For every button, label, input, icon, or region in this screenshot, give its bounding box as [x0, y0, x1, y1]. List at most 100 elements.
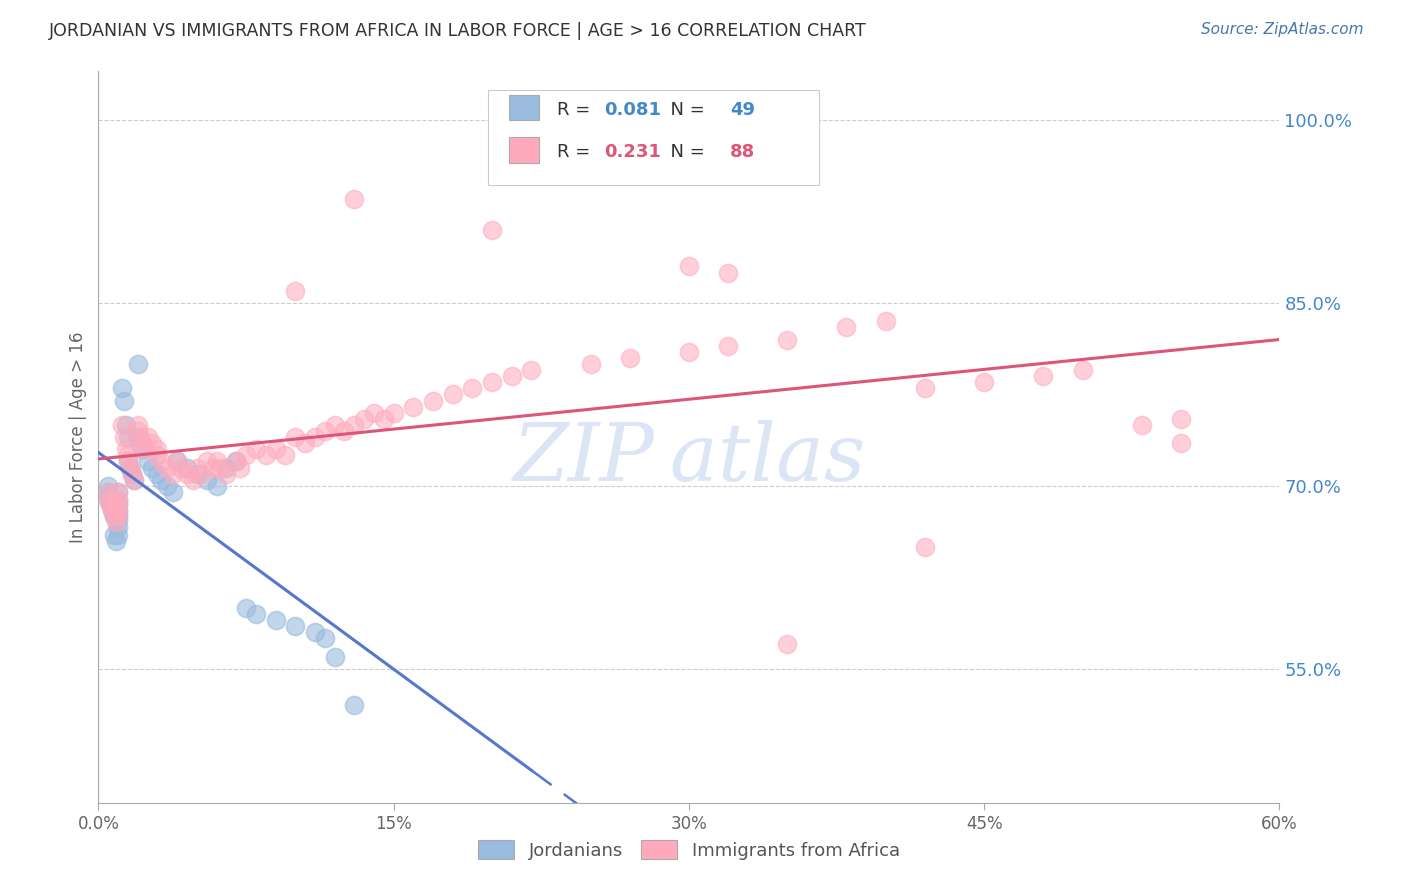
Point: [141, 460, 163, 475]
Point: [115, 417, 138, 432]
Text: ZIP atlas: ZIP atlas: [512, 420, 866, 498]
Point: [229, 460, 252, 475]
Point: [461, 381, 484, 395]
Point: [107, 493, 129, 508]
Point: [914, 540, 936, 554]
Point: [112, 393, 135, 408]
Point: [128, 430, 150, 444]
Point: [105, 533, 128, 548]
Point: [146, 467, 169, 481]
Point: [118, 460, 141, 475]
Point: [156, 460, 179, 475]
Point: [209, 460, 232, 475]
Point: [107, 520, 129, 534]
Point: [107, 497, 129, 511]
Point: [373, 412, 395, 426]
Point: [107, 503, 129, 517]
Point: [225, 454, 247, 468]
Point: [284, 284, 307, 298]
Legend: Jordanians, Immigrants from Africa: Jordanians, Immigrants from Africa: [471, 832, 907, 867]
Point: [107, 503, 129, 517]
Point: [422, 393, 444, 408]
Point: [304, 625, 326, 640]
Point: [107, 485, 129, 500]
Point: [127, 417, 149, 432]
Point: [323, 649, 346, 664]
Point: [520, 363, 543, 377]
Point: [176, 467, 198, 481]
Point: [294, 436, 316, 450]
Point: [441, 387, 464, 401]
Point: [117, 430, 139, 444]
Point: [105, 516, 128, 530]
Point: [333, 424, 356, 438]
Point: [101, 503, 124, 517]
Point: [103, 509, 125, 524]
Text: 0.081: 0.081: [605, 101, 661, 120]
Point: [181, 473, 204, 487]
Point: [150, 454, 173, 468]
Point: [186, 460, 208, 475]
Point: [162, 467, 184, 481]
Point: [717, 339, 740, 353]
Text: N =: N =: [659, 143, 711, 161]
Point: [162, 485, 184, 500]
Point: [579, 357, 602, 371]
Point: [678, 344, 700, 359]
Point: [1130, 417, 1153, 432]
Point: [107, 508, 129, 522]
Point: [264, 613, 287, 627]
Point: [776, 333, 799, 347]
Point: [186, 467, 208, 481]
Point: [146, 442, 169, 457]
Point: [205, 454, 228, 468]
Point: [215, 460, 238, 475]
Point: [501, 369, 523, 384]
Point: [117, 454, 139, 468]
Point: [107, 497, 129, 511]
Point: [481, 376, 503, 390]
Point: [128, 436, 150, 450]
Point: [190, 467, 212, 481]
Point: [201, 460, 224, 475]
Point: [115, 442, 138, 457]
Point: [215, 467, 238, 481]
Point: [363, 406, 385, 420]
Point: [875, 314, 897, 328]
Point: [107, 493, 129, 508]
Point: [112, 430, 135, 444]
Point: [107, 508, 129, 522]
Point: [103, 527, 125, 541]
Point: [127, 424, 149, 438]
Point: [245, 442, 267, 457]
Point: [205, 479, 228, 493]
Point: [353, 412, 375, 426]
FancyBboxPatch shape: [509, 95, 538, 120]
Point: [127, 357, 149, 371]
Point: [131, 436, 153, 450]
Y-axis label: In Labor Force | Age > 16: In Labor Force | Age > 16: [69, 331, 87, 543]
Point: [284, 619, 307, 633]
Point: [107, 513, 129, 527]
Point: [235, 449, 257, 463]
Point: [97, 485, 120, 500]
Point: [103, 509, 125, 524]
Point: [117, 449, 139, 463]
Point: [107, 527, 129, 541]
Point: [343, 417, 366, 432]
Point: [97, 493, 120, 508]
Point: [150, 473, 173, 487]
Point: [127, 430, 149, 444]
Point: [402, 400, 425, 414]
Point: [264, 442, 287, 457]
Point: [225, 454, 247, 468]
Point: [156, 479, 179, 493]
Point: [835, 320, 858, 334]
Point: [121, 467, 143, 481]
Point: [176, 460, 198, 475]
Point: [170, 460, 193, 475]
Point: [245, 607, 267, 621]
Point: [131, 442, 153, 457]
Point: [141, 436, 163, 450]
Point: [121, 467, 143, 481]
